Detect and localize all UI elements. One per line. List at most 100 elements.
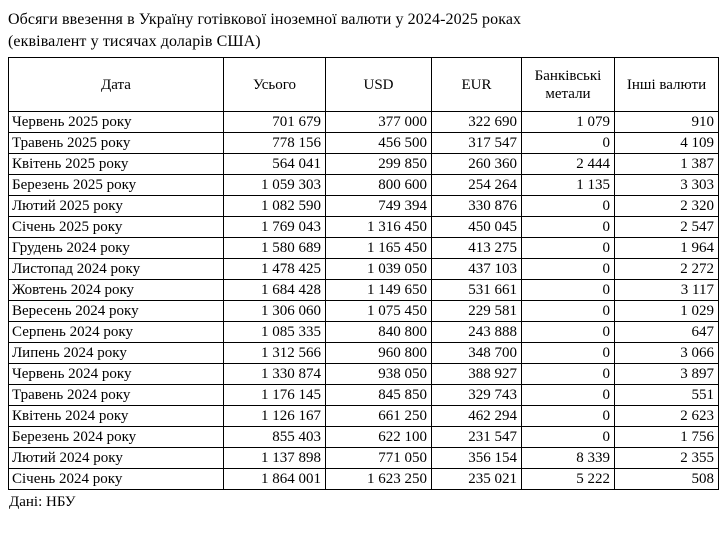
column-header-eur: EUR [431,57,522,112]
table-row: Листопад 2024 року 1 478 425 1 039 050 437 … [8,258,719,280]
table-row: Січень 2024 року 1 864 001 1 623 250 235 02… [8,468,719,490]
row-metals: 0 [521,132,615,154]
row-eur: 229 581 [431,300,522,322]
row-date: Березень 2025 року [8,174,224,196]
row-date: Січень 2024 року [8,468,224,490]
row-usd: 299 850 [325,153,432,175]
currency-import-table: Дата Усього USD EUR Банківські метали Ін… [8,57,719,490]
table-row: Квітень 2025 року 564 041 299 850 260 360 2 … [8,153,719,175]
row-usd: 1 149 650 [325,279,432,301]
row-other: 1 964 [614,237,719,259]
row-total: 1 306 060 [223,300,326,322]
row-other: 2 272 [614,258,719,280]
row-eur: 329 743 [431,384,522,406]
row-total: 1 176 145 [223,384,326,406]
row-usd: 1 039 050 [325,258,432,280]
row-other: 3 897 [614,363,719,385]
row-date: Лютий 2025 року [8,195,224,217]
row-usd: 845 850 [325,384,432,406]
column-header-date: Дата [8,57,224,112]
row-total: 1 478 425 [223,258,326,280]
table-header-row: Дата Усього USD EUR Банківські метали Ін… [8,57,719,112]
row-eur: 254 264 [431,174,522,196]
row-metals: 0 [521,237,615,259]
row-total: 1 312 566 [223,342,326,364]
row-date: Травень 2024 року [8,384,224,406]
row-other: 1 029 [614,300,719,322]
row-total: 1 082 590 [223,195,326,217]
row-eur: 531 661 [431,279,522,301]
row-eur: 317 547 [431,132,522,154]
row-other: 551 [614,384,719,406]
table-row: Грудень 2024 року 1 580 689 1 165 450 413 2… [8,237,719,259]
row-usd: 938 050 [325,363,432,385]
row-eur: 437 103 [431,258,522,280]
table-row: Квітень 2024 року 1 126 167 661 250 462 294… [8,405,719,427]
row-total: 1 137 898 [223,447,326,469]
row-other: 910 [614,111,719,133]
row-other: 3 117 [614,279,719,301]
row-date: Березень 2024 року [8,426,224,448]
row-metals: 0 [521,195,615,217]
column-header-metals: Банківські метали [521,57,615,112]
row-metals: 5 222 [521,468,615,490]
column-header-usd: USD [325,57,432,112]
row-date: Квітень 2025 року [8,153,224,175]
row-metals: 0 [521,279,615,301]
table-row: Лютий 2024 року 1 137 898 771 050 356 154 8 … [8,447,719,469]
row-date: Квітень 2024 року [8,405,224,427]
table-row: Травень 2025 року 778 156 456 500 317 547 0 4… [8,132,719,154]
row-eur: 231 547 [431,426,522,448]
row-eur: 450 045 [431,216,522,238]
row-metals: 1 079 [521,111,615,133]
row-usd: 840 800 [325,321,432,343]
table-row: Березень 2024 року 855 403 622 100 231 547 0… [8,426,719,448]
row-eur: 388 927 [431,363,522,385]
page-title-line1: Обсяги ввезення в Україну готівкової іно… [8,11,522,28]
table-row: Січень 2025 року 1 769 043 1 316 450 450 04… [8,216,719,238]
row-date: Липень 2024 року [8,342,224,364]
row-date: Червень 2025 року [8,111,224,133]
row-eur: 243 888 [431,321,522,343]
row-other: 3 066 [614,342,719,364]
row-other: 2 623 [614,405,719,427]
row-date: Січень 2025 року [8,216,224,238]
row-total: 701 679 [223,111,326,133]
row-metals: 1 135 [521,174,615,196]
row-metals: 2 444 [521,153,615,175]
row-total: 1 085 335 [223,321,326,343]
page-title-line2: (еквівалент у тисячах доларів США) [8,33,261,50]
row-eur: 260 360 [431,153,522,175]
table-row: Серпень 2024 року 1 085 335 840 800 243 888… [8,321,719,343]
row-date: Червень 2024 року [8,363,224,385]
row-usd: 1 165 450 [325,237,432,259]
row-total: 1 864 001 [223,468,326,490]
row-metals: 0 [521,216,615,238]
row-usd: 1 316 450 [325,216,432,238]
row-eur: 413 275 [431,237,522,259]
row-metals: 0 [521,342,615,364]
row-metals: 0 [521,300,615,322]
row-metals: 8 339 [521,447,615,469]
row-other: 2 320 [614,195,719,217]
column-header-other: Інші валюти [614,57,719,112]
row-total: 1 059 303 [223,174,326,196]
row-eur: 322 690 [431,111,522,133]
row-other: 1 387 [614,153,719,175]
row-total: 1 684 428 [223,279,326,301]
row-usd: 1 623 250 [325,468,432,490]
row-eur: 348 700 [431,342,522,364]
row-other: 508 [614,468,719,490]
row-eur: 330 876 [431,195,522,217]
table-row: Червень 2024 року 1 330 874 938 050 388 927… [8,363,719,385]
row-eur: 356 154 [431,447,522,469]
row-date: Серпень 2024 року [8,321,224,343]
table-row: Вересень 2024 року 1 306 060 1 075 450 229 … [8,300,719,322]
row-total: 1 126 167 [223,405,326,427]
table-body: Червень 2025 року 701 679 377 000 322 690 1 … [8,111,719,490]
row-other: 2 547 [614,216,719,238]
row-date: Грудень 2024 року [8,237,224,259]
row-usd: 960 800 [325,342,432,364]
row-date: Жовтень 2024 року [8,279,224,301]
